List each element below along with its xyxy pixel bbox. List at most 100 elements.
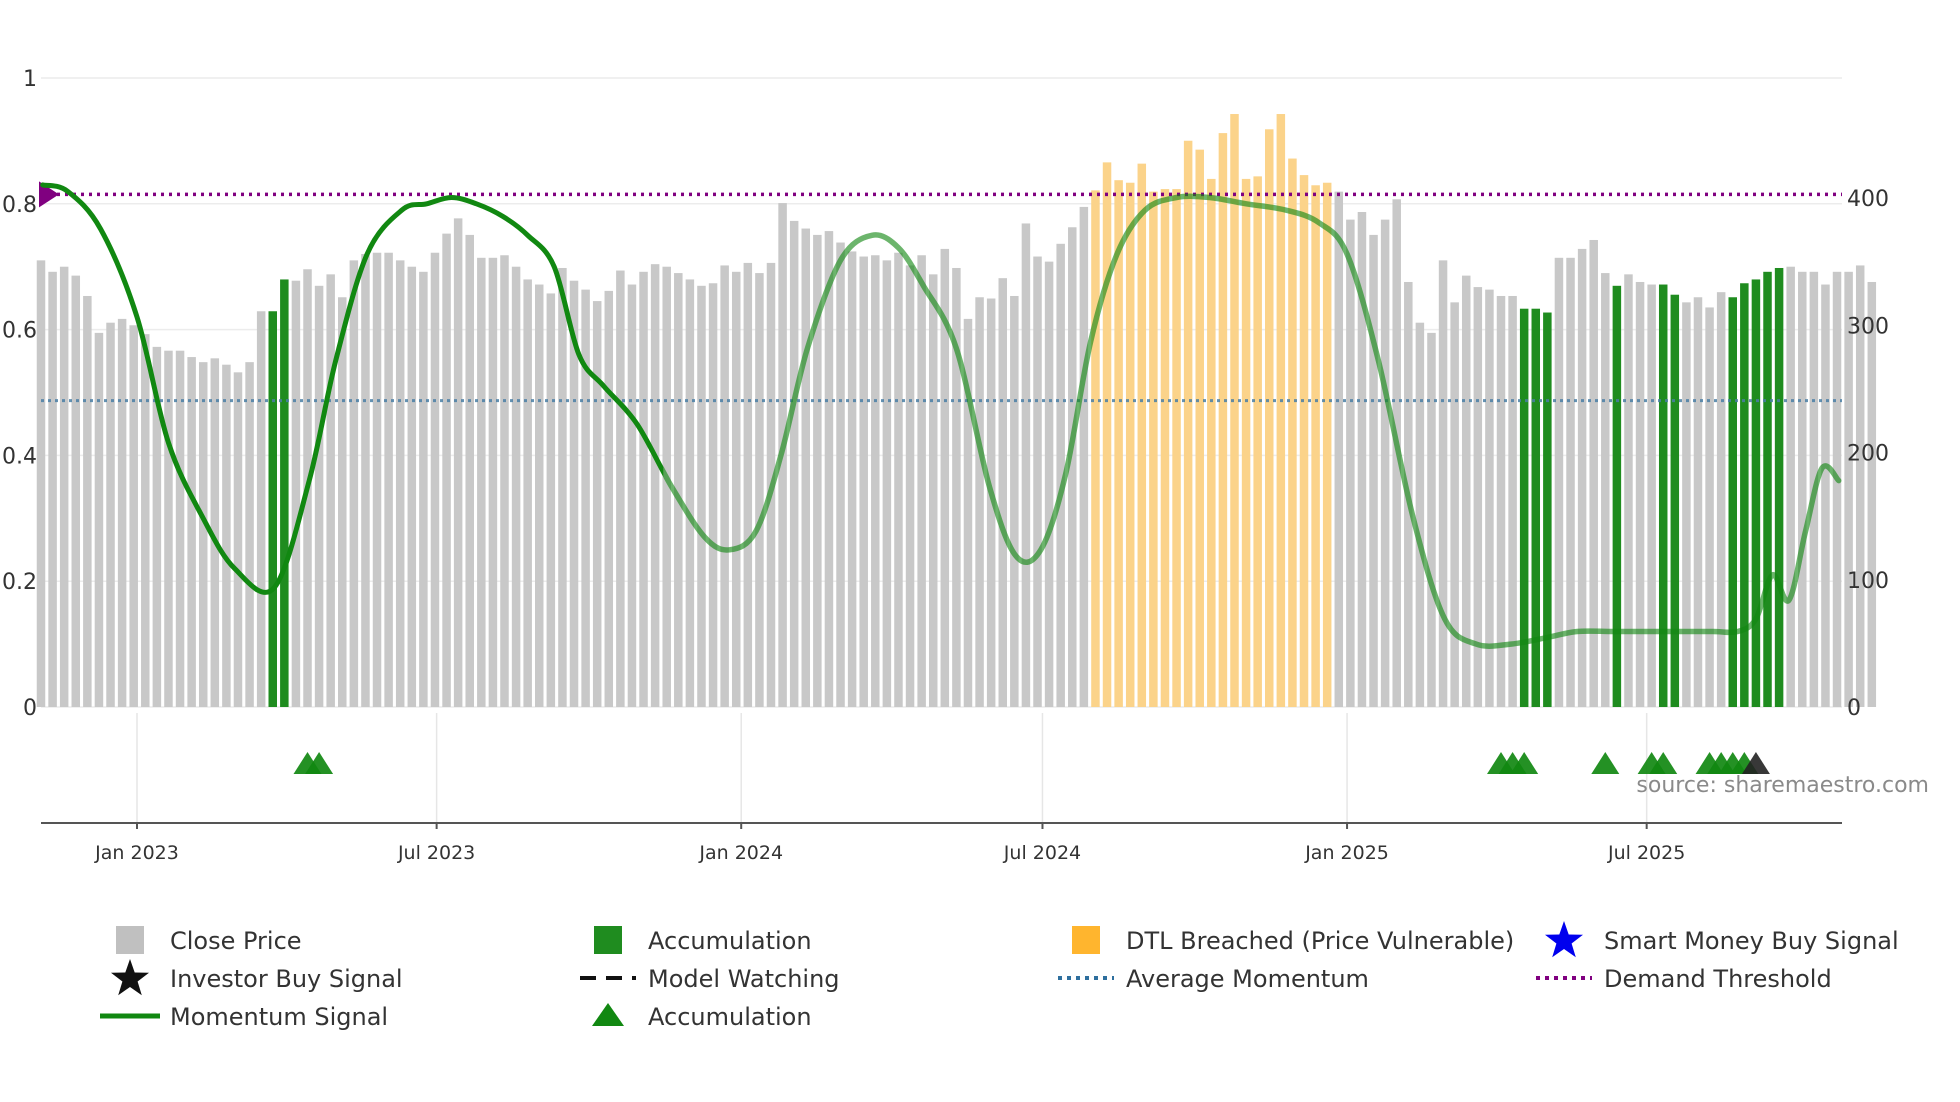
bar-dtl-108 (1288, 158, 1297, 708)
bar-close-155 (1832, 271, 1842, 707)
bar-accumulation-150 (1774, 267, 1784, 707)
bar-close-74 (894, 252, 903, 707)
bar-close-82 (986, 298, 996, 707)
bar-close-28 (361, 253, 370, 708)
bar-dtl-105 (1253, 176, 1262, 707)
legend-item: Average Momentum (1058, 965, 1369, 993)
bar-close-24 (314, 285, 324, 707)
bar-close-41 (511, 266, 521, 707)
bar-close-38 (477, 257, 486, 707)
legend-item: Close Price (116, 926, 302, 955)
bar-close-4 (83, 295, 92, 707)
accumulation-marker-4 (1510, 752, 1539, 774)
bar-close-80 (963, 318, 973, 707)
bar-close-157 (1855, 265, 1865, 707)
bar-dtl-95 (1137, 163, 1147, 707)
bar-close-66 (801, 228, 811, 708)
bar-close-135 (1601, 273, 1610, 707)
bar-close-77 (928, 274, 938, 707)
bar-close-86 (1033, 256, 1042, 707)
bar-close-14 (198, 362, 208, 707)
bar-dtl-92 (1102, 162, 1112, 707)
y-right-tick-label: 400 (1847, 187, 1889, 212)
bar-close-10 (152, 346, 162, 707)
bar-close-81 (975, 297, 984, 707)
bar-close-65 (789, 220, 799, 707)
legend-label: Accumulation (648, 927, 812, 955)
bar-close-32 (407, 266, 417, 707)
bar-close-12 (175, 350, 185, 707)
bar-close-68 (824, 231, 834, 707)
legend-label: Momentum Signal (170, 1003, 388, 1031)
bar-close-142 (1682, 302, 1691, 707)
x-tick-label: Jul 2024 (1003, 842, 1081, 864)
bar-close-70 (847, 251, 857, 707)
bar-close-13 (187, 357, 196, 707)
bar-accumulation-140 (1658, 284, 1668, 707)
bar-close-6 (106, 322, 115, 707)
bar-close-58 (708, 283, 718, 707)
legend-item: Momentum Signal (100, 1003, 388, 1031)
bar-close-73 (882, 260, 892, 707)
bar-close-26 (338, 297, 347, 707)
bar-close-132 (1566, 257, 1575, 707)
bar-close-27 (349, 260, 359, 707)
bar-close-67 (813, 234, 822, 707)
threshold-start-marker (39, 181, 59, 208)
bar-close-62 (755, 273, 764, 707)
chart-legend: Close Price Accumulation DTL Breached (Pri… (100, 921, 1899, 1031)
bar-close-83 (998, 278, 1007, 707)
bar-close-42 (523, 279, 532, 707)
bar-close-116 (1380, 219, 1390, 707)
bar-close-19 (256, 311, 266, 707)
bar-close-39 (488, 257, 498, 707)
bar-close-52 (639, 271, 648, 707)
bar-close-121 (1438, 260, 1448, 707)
bar-close-49 (604, 290, 614, 707)
legend-item: Accumulation (594, 926, 812, 955)
bar-close-127 (1508, 295, 1517, 707)
bar-close-115 (1369, 234, 1378, 707)
legend-label: Investor Buy Signal (170, 965, 403, 993)
bar-close-61 (743, 262, 753, 707)
bar-accumulation-141 (1670, 294, 1680, 707)
bar-close-7 (117, 318, 127, 707)
legend-star-icon (1545, 921, 1583, 958)
bar-close-144 (1705, 307, 1714, 707)
bar-close-22 (291, 280, 301, 707)
reference-lines (39, 181, 1842, 403)
bar-close-59 (720, 265, 729, 707)
x-tick-label: Jan 2024 (698, 842, 783, 864)
bar-close-78 (940, 248, 950, 707)
bar-close-5 (94, 332, 104, 707)
bar-dtl-96 (1149, 191, 1158, 707)
legend-label: Close Price (170, 927, 302, 955)
y-right-tick-label: 100 (1847, 569, 1889, 594)
bar-dtl-103 (1230, 114, 1239, 707)
bar-close-0 (36, 260, 46, 707)
bar-close-45 (558, 267, 567, 707)
y-left-tick-label: 0.2 (2, 570, 37, 595)
bar-close-48 (592, 301, 602, 707)
legend-swatch-icon (1072, 926, 1100, 954)
bar-dtl-107 (1276, 114, 1286, 707)
bar-close-37 (465, 234, 474, 707)
legend-label: Model Watching (648, 965, 840, 993)
bar-close-2 (59, 266, 69, 707)
bar-close-17 (233, 372, 243, 707)
bar-close-123 (1461, 275, 1471, 707)
bar-dtl-101 (1207, 178, 1216, 708)
bar-close-31 (395, 260, 405, 707)
bar-close-133 (1577, 248, 1587, 707)
accumulation-marker-5 (1591, 752, 1620, 774)
signal-markers (293, 752, 1770, 774)
y-left-tick-label: 0.6 (2, 319, 37, 344)
bar-dtl-99 (1183, 140, 1193, 708)
bar-close-56 (685, 279, 695, 707)
bar-close-11 (164, 350, 173, 707)
bar-accumulation-136 (1612, 285, 1622, 707)
bar-close-1 (48, 271, 57, 707)
bar-close-134 (1589, 239, 1598, 707)
legend-label: Average Momentum (1126, 965, 1369, 993)
